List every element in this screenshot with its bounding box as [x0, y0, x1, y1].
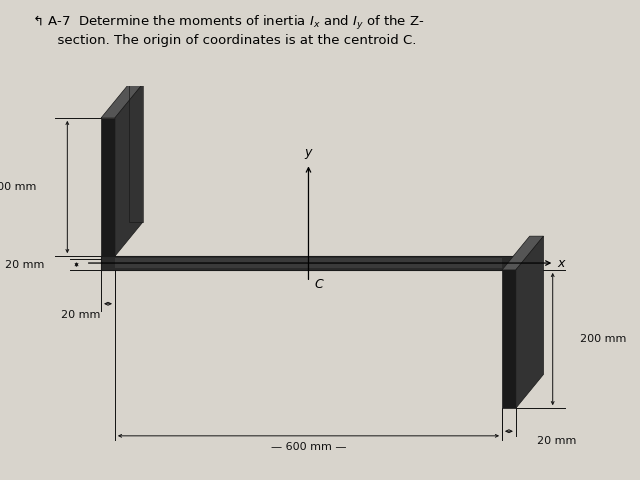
Polygon shape: [101, 84, 143, 118]
Polygon shape: [115, 84, 143, 256]
Polygon shape: [101, 118, 115, 256]
Text: ↰ A-7  Determine the moments of inertia $I_x$ and $I_y$ of the Z-
      section.: ↰ A-7 Determine the moments of inertia $…: [32, 14, 424, 48]
Text: — 600 mm —: — 600 mm —: [271, 442, 346, 452]
Text: 20 mm: 20 mm: [5, 260, 44, 270]
Polygon shape: [516, 236, 543, 408]
Bar: [115, 258, 502, 268]
Text: y: y: [305, 146, 312, 159]
Polygon shape: [502, 236, 543, 270]
Text: 200 mm: 200 mm: [0, 182, 36, 192]
Text: 20 mm: 20 mm: [536, 436, 576, 446]
Bar: [101, 256, 516, 270]
Text: 20 mm: 20 mm: [61, 310, 100, 320]
Text: 200 mm: 200 mm: [580, 334, 627, 344]
Text: C: C: [315, 277, 323, 290]
Text: x: x: [557, 256, 564, 270]
Polygon shape: [502, 270, 516, 408]
